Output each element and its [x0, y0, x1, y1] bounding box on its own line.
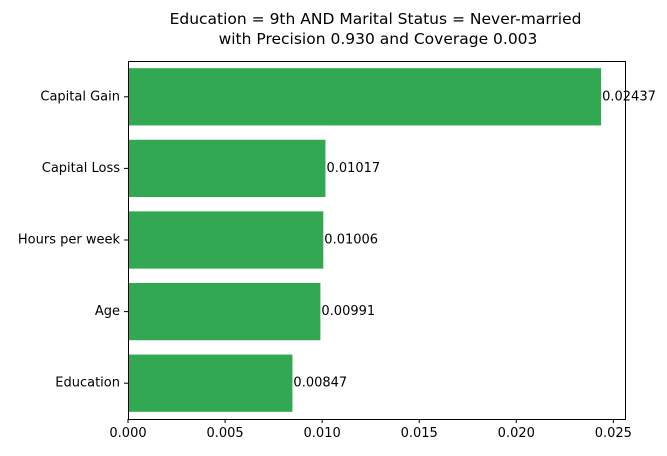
data-label-capital-loss: 0.01017	[326, 161, 380, 176]
x-tick-label: 0.025	[595, 426, 632, 441]
bars-group	[128, 68, 602, 412]
data-label-age: 0.00991	[321, 304, 375, 319]
bar-capital-gain	[128, 68, 602, 126]
x-tick-label: 0.020	[498, 426, 535, 441]
chart-title: Education = 9th AND Marital Status = Nev…	[170, 10, 587, 48]
y-tick-label: Education	[55, 376, 120, 391]
bar-age	[128, 282, 321, 341]
x-tick-label: 0.015	[401, 426, 438, 441]
x-axis: 0.000 0.005 0.010 0.015 0.020 0.025	[109, 419, 632, 441]
y-tick-label: Capital Loss	[42, 161, 120, 176]
chart-title-line-1: Education = 9th AND Marital Status = Nev…	[170, 10, 582, 28]
x-tick-label: 0.005	[206, 426, 243, 441]
data-label-education: 0.00847	[293, 376, 347, 391]
y-tick-label: Hours per week	[18, 233, 121, 248]
x-tick-label: 0.010	[304, 426, 341, 441]
y-tick-label: Capital Gain	[40, 89, 120, 104]
bar-hours-per-week	[128, 211, 324, 269]
data-label-capital-gain: 0.02437	[602, 89, 656, 104]
data-label-hours-per-week: 0.01006	[324, 233, 378, 248]
bar-capital-loss	[128, 139, 326, 198]
y-axis: Capital Gain Capital Loss Hours per week Ag…	[18, 89, 128, 391]
y-tick-label: Age	[95, 304, 120, 319]
chart-title-line-2: with Precision 0.930 and Coverage 0.003	[219, 30, 538, 48]
x-tick-label: 0.000	[109, 426, 146, 441]
data-labels-group: 0.02437 0.01017 0.01006 0.00991 0.00847	[293, 89, 655, 390]
bar-education	[128, 354, 293, 412]
plot-frame	[128, 61, 626, 420]
